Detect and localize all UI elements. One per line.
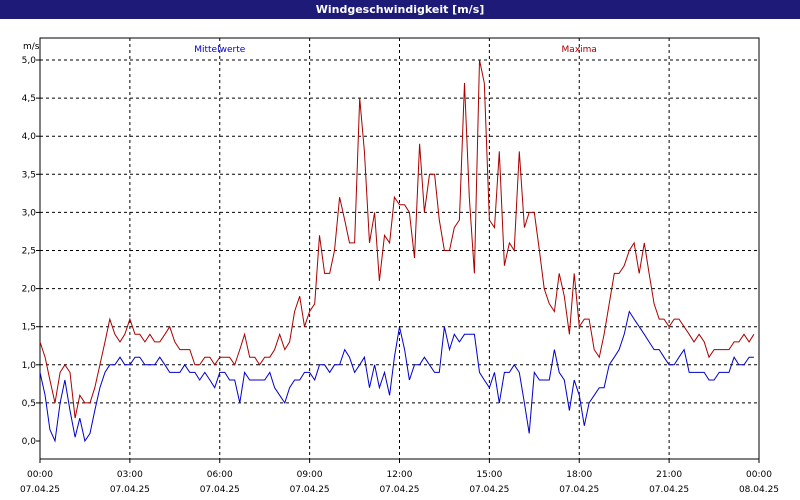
series-line-maxima [39, 59, 755, 419]
x-tick-time: 06:00 [207, 470, 233, 480]
y-tick-label: 1,0 [22, 361, 37, 371]
x-tick-time: 15:00 [476, 470, 502, 480]
x-tick-time: 03:00 [117, 470, 143, 480]
y-tick-label: 3,0 [22, 208, 37, 218]
y-tick-label: 2,0 [22, 285, 37, 295]
y-tick-label: 3,5 [22, 170, 36, 180]
y-tick-label: 0,5 [22, 399, 36, 409]
x-tick-date: 08.04.25 [739, 485, 779, 495]
x-tick-date: 07.04.25 [649, 485, 689, 495]
wind-speed-chart: 0,0 0,5 1,0 1,5 2,0 2,5 3,0 3,5 4,0 4,5 5,0 m/s 00:0… [20, 37, 779, 495]
legend-maxima: Maxima [562, 45, 597, 55]
y-tick-label: 2,5 [22, 247, 36, 257]
chart-title: Windgeschwindigkeit [m/s] [0, 0, 800, 19]
x-tick-date: 07.04.25 [20, 485, 60, 495]
y-tick-label: 1,5 [22, 323, 36, 333]
x-tick-time: 00:00 [27, 470, 53, 480]
x-tick-date: 07.04.25 [469, 485, 509, 495]
x-tick-date: 07.04.25 [379, 485, 419, 495]
x-tick-time: 18:00 [566, 470, 592, 480]
x-tick-time: 00:00 [746, 470, 772, 480]
x-tick-time: 21:00 [656, 470, 682, 480]
x-tick-date: 07.04.25 [559, 485, 599, 495]
series-line-mittelwerte [39, 310, 754, 443]
x-tick-date: 07.04.25 [290, 485, 330, 495]
x-tick-time: 09:00 [297, 470, 323, 480]
legend-mittelwerte: Mittelwerte [194, 45, 245, 55]
y-tick-label: 4,0 [22, 132, 37, 142]
y-axis-label: m/s [23, 42, 40, 52]
y-tick-label: 5,0 [22, 56, 37, 66]
x-tick-date: 07.04.25 [110, 485, 150, 495]
y-tick-label: 4,5 [22, 94, 36, 104]
x-tick-date: 07.04.25 [200, 485, 240, 495]
x-tick-time: 12:00 [387, 470, 413, 480]
y-tick-label: 0,0 [22, 437, 37, 447]
